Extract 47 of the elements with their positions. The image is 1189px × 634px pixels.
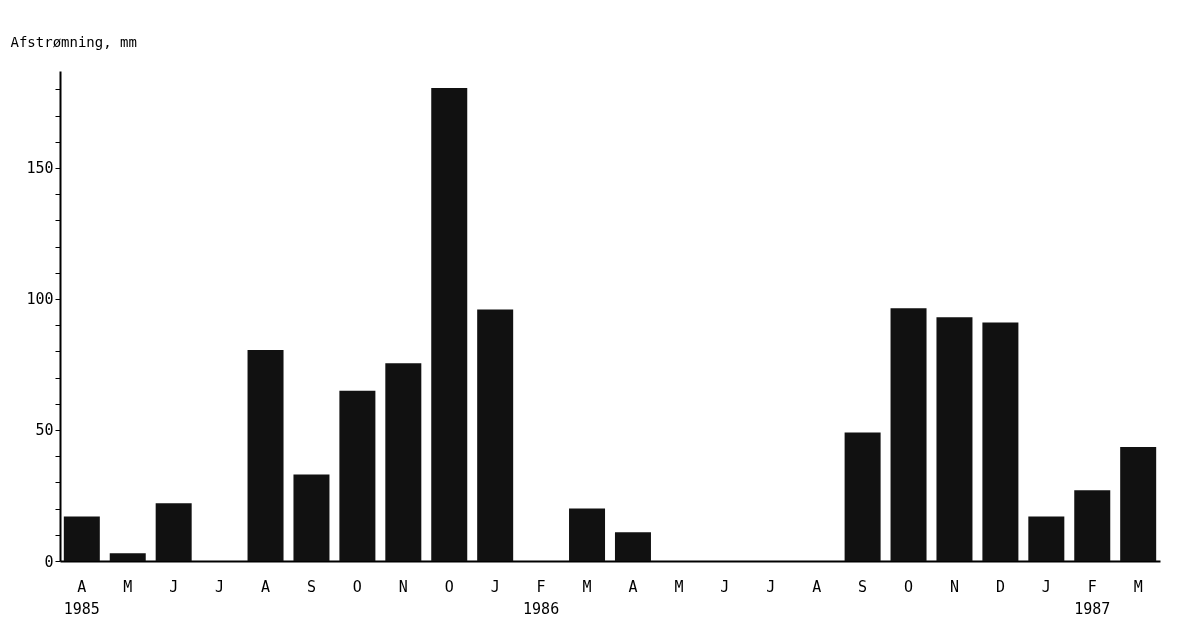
y-tick-label: 100 bbox=[26, 290, 54, 309]
bar bbox=[1074, 490, 1111, 561]
bar bbox=[890, 308, 927, 561]
bar bbox=[614, 532, 651, 561]
bar bbox=[936, 317, 973, 561]
x-tick-label: O bbox=[352, 577, 362, 596]
x-tick-label: M bbox=[123, 577, 133, 596]
x-tick-label: N bbox=[949, 577, 959, 596]
bar bbox=[63, 516, 100, 561]
x-tick-label: J bbox=[169, 577, 179, 596]
x-tick-label: J bbox=[1041, 577, 1051, 596]
y-axis-title: Afstrømning, mm bbox=[10, 33, 137, 50]
bar bbox=[247, 350, 284, 561]
x-tick-label: F 1986 bbox=[523, 577, 560, 618]
bar bbox=[569, 508, 606, 561]
x-tick-label: N bbox=[398, 577, 408, 596]
x-tick-label: M bbox=[1133, 577, 1143, 596]
x-tick-label: F 1987 bbox=[1074, 577, 1111, 618]
x-tick-label: A bbox=[812, 577, 822, 596]
bar bbox=[477, 309, 514, 561]
bar bbox=[155, 503, 192, 561]
x-tick-label: J bbox=[490, 577, 500, 596]
x-tick-label: M bbox=[674, 577, 684, 596]
bar bbox=[385, 363, 422, 561]
y-tick-label: 50 bbox=[35, 421, 54, 440]
bar bbox=[339, 390, 376, 561]
x-tick-label: A bbox=[628, 577, 638, 596]
x-tick-label: M bbox=[582, 577, 592, 596]
y-tick-label: 0 bbox=[44, 552, 54, 571]
x-tick-label: J bbox=[766, 577, 776, 596]
bar bbox=[293, 474, 330, 561]
y-tick-label: 150 bbox=[26, 159, 54, 178]
bar bbox=[109, 553, 146, 561]
x-tick-label: A 1985 bbox=[63, 577, 100, 618]
bar bbox=[431, 88, 468, 561]
bar bbox=[1120, 447, 1157, 561]
x-tick-label: D bbox=[995, 577, 1005, 596]
bar bbox=[982, 322, 1019, 561]
x-tick-label: J bbox=[720, 577, 730, 596]
x-tick-label: O bbox=[444, 577, 454, 596]
x-tick-label: S bbox=[306, 577, 316, 596]
x-tick-label: A bbox=[261, 577, 271, 596]
bar bbox=[844, 432, 881, 561]
bar bbox=[1028, 516, 1065, 561]
x-tick-label: O bbox=[904, 577, 914, 596]
x-tick-label: J bbox=[215, 577, 225, 596]
x-tick-label: S bbox=[858, 577, 868, 596]
